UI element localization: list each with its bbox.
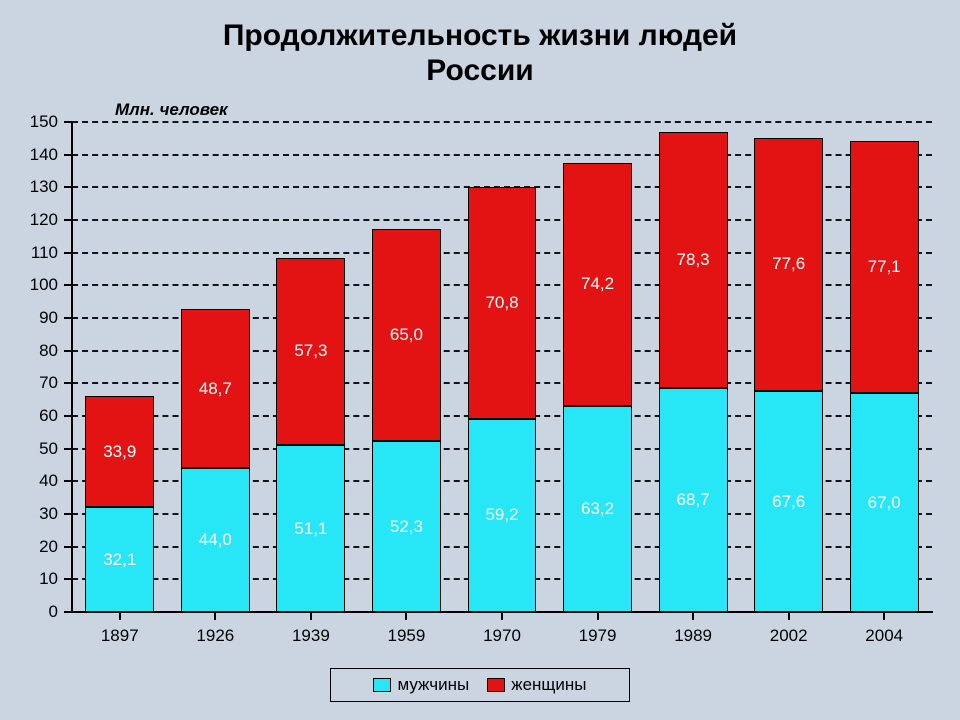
- bar-value-label: 67,0: [851, 493, 918, 513]
- x-tick-mark: [119, 612, 121, 620]
- bar-women: 57,3: [276, 258, 345, 445]
- bar-group: 68,7 78,3: [659, 132, 728, 612]
- title-line1: Продолжительность жизни людей: [223, 19, 737, 52]
- bar-women: 77,1: [850, 141, 919, 393]
- y-tick-label: 10: [39, 569, 58, 589]
- bar-group: 67,6 77,6: [754, 138, 823, 612]
- bar-men: 32,1: [85, 507, 154, 612]
- bar-men: 68,7: [659, 388, 728, 612]
- y-tick-label: 80: [39, 341, 58, 361]
- y-tick-label: 120: [30, 210, 58, 230]
- bar-value-label: 32,1: [86, 550, 153, 570]
- y-tick-label: 40: [39, 471, 58, 491]
- bar-value-label: 74,2: [564, 274, 631, 294]
- bar-group: 44,0 48,7: [181, 309, 250, 612]
- bar-value-label: 77,6: [755, 254, 822, 274]
- bar-group: 67,0 77,1: [850, 141, 919, 612]
- x-tick-label: 1939: [292, 626, 330, 646]
- y-tick-label: 70: [39, 373, 58, 393]
- y-tick-label: 0: [49, 602, 58, 622]
- bar-group: 51,1 57,3: [276, 258, 345, 612]
- y-tick-label: 30: [39, 504, 58, 524]
- y-tick-label: 60: [39, 406, 58, 426]
- x-tick-mark: [883, 612, 885, 620]
- y-axis-subtitle: Млн. человек: [115, 100, 228, 120]
- bar-value-label: 63,2: [564, 499, 631, 519]
- bar-women: 65,0: [372, 229, 441, 441]
- bar-women: 74,2: [563, 163, 632, 405]
- bar-value-label: 52,3: [373, 517, 440, 537]
- bar-group: 32,1 33,9: [85, 396, 154, 612]
- y-tick-label: 50: [39, 439, 58, 459]
- x-tick-label: 1959: [388, 626, 426, 646]
- bar-women: 77,6: [754, 138, 823, 391]
- legend-item-men: мужчины: [373, 675, 469, 695]
- bar-men: 52,3: [372, 441, 441, 612]
- bar-women: 33,9: [85, 396, 154, 507]
- bar-men: 63,2: [563, 406, 632, 612]
- legend-label: женщины: [511, 675, 586, 695]
- bar-group: 52,3 65,0: [372, 229, 441, 612]
- y-tick-label: 100: [30, 275, 58, 295]
- x-tick-mark: [501, 612, 503, 620]
- legend-label: мужчины: [397, 675, 469, 695]
- y-tick-label: 90: [39, 308, 58, 328]
- gridline: [72, 121, 932, 123]
- bar-value-label: 65,0: [373, 325, 440, 345]
- x-tick-mark: [597, 612, 599, 620]
- x-tick-label: 2002: [770, 626, 808, 646]
- bar-value-label: 68,7: [660, 490, 727, 510]
- chart-title: Продолжительность жизни людей России: [0, 18, 960, 89]
- plot-area: 0102030405060708090100110120130140150189…: [72, 122, 932, 612]
- bar-value-label: 44,0: [182, 530, 249, 550]
- x-tick-label: 1989: [674, 626, 712, 646]
- title-line2: России: [426, 54, 533, 87]
- legend-item-women: женщины: [487, 675, 586, 695]
- bar-value-label: 57,3: [277, 341, 344, 361]
- bar-value-label: 51,1: [277, 519, 344, 539]
- bar-value-label: 48,7: [182, 379, 249, 399]
- y-tick-label: 20: [39, 537, 58, 557]
- bar-men: 51,1: [276, 445, 345, 612]
- bar-women: 78,3: [659, 132, 728, 388]
- y-tick-label: 110: [31, 243, 58, 263]
- chart-area: 0102030405060708090100110120130140150189…: [72, 122, 932, 612]
- legend-swatch: [373, 678, 391, 692]
- y-tick-label: 140: [30, 145, 58, 165]
- y-axis-line: [71, 122, 73, 612]
- bar-value-label: 70,8: [469, 293, 536, 313]
- x-tick-label: 2004: [865, 626, 903, 646]
- x-tick-mark: [310, 612, 312, 620]
- bar-men: 44,0: [181, 468, 250, 612]
- legend-swatch: [487, 678, 505, 692]
- bar-value-label: 59,2: [469, 505, 536, 525]
- x-tick-label: 1926: [196, 626, 234, 646]
- bar-men: 67,6: [754, 391, 823, 612]
- bar-value-label: 78,3: [660, 250, 727, 270]
- y-tick-label: 150: [30, 112, 58, 132]
- bar-value-label: 77,1: [851, 257, 918, 277]
- x-tick-label: 1897: [101, 626, 139, 646]
- legend: мужчины женщины: [330, 668, 630, 702]
- bar-value-label: 67,6: [755, 492, 822, 512]
- bar-women: 48,7: [181, 309, 250, 468]
- bar-group: 59,2 70,8: [468, 187, 537, 612]
- x-tick-mark: [405, 612, 407, 620]
- bar-women: 70,8: [468, 187, 537, 418]
- bar-value-label: 33,9: [86, 442, 153, 462]
- bar-men: 67,0: [850, 393, 919, 612]
- y-tick-label: 130: [30, 177, 58, 197]
- bar-men: 59,2: [468, 419, 537, 612]
- x-tick-mark: [692, 612, 694, 620]
- x-tick-label: 1970: [483, 626, 521, 646]
- x-tick-mark: [788, 612, 790, 620]
- x-tick-label: 1979: [579, 626, 617, 646]
- bar-group: 63,2 74,2: [563, 163, 632, 612]
- x-tick-mark: [214, 612, 216, 620]
